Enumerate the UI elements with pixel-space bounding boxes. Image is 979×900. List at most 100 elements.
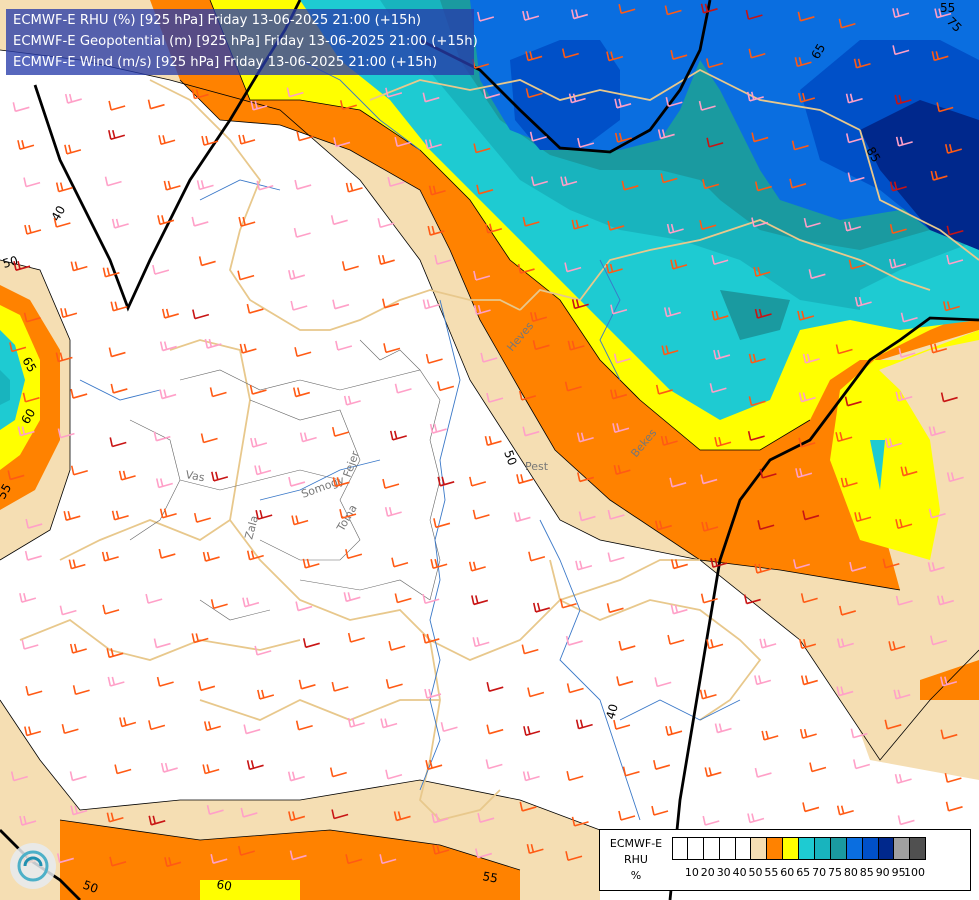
wind-barb bbox=[854, 512, 872, 523]
wind-barb bbox=[567, 340, 585, 351]
wind-barb bbox=[254, 645, 272, 656]
wind-barb bbox=[845, 133, 863, 144]
wind-barb bbox=[425, 353, 443, 364]
wind-barb bbox=[63, 511, 81, 521]
wind-barb bbox=[21, 639, 39, 650]
legend-swatch bbox=[846, 837, 863, 860]
wind-barb bbox=[286, 87, 304, 98]
wind-barb bbox=[936, 595, 954, 606]
legend-tick-label: 65 bbox=[796, 866, 811, 879]
legend-swatch bbox=[751, 837, 768, 860]
wind-barb bbox=[69, 771, 87, 782]
wind-barb bbox=[389, 430, 407, 441]
wind-barb bbox=[377, 255, 395, 265]
wind-barb bbox=[331, 681, 349, 692]
wind-barb bbox=[70, 261, 88, 272]
legend-swatch bbox=[815, 837, 831, 860]
wind-barb bbox=[242, 597, 260, 608]
wind-barb bbox=[329, 767, 347, 778]
wind-barb bbox=[927, 562, 945, 573]
wind-barb bbox=[519, 801, 537, 812]
wind-barb bbox=[153, 431, 171, 442]
wind-barb bbox=[196, 180, 214, 191]
wind-barb bbox=[525, 88, 543, 99]
wind-barb bbox=[577, 137, 595, 148]
wind-barb bbox=[802, 353, 820, 364]
wind-barb bbox=[940, 729, 958, 740]
contour-label: 40 bbox=[603, 702, 620, 720]
wind-barb bbox=[667, 634, 685, 645]
wind-barb bbox=[106, 812, 124, 823]
contour-label: 50 bbox=[81, 878, 100, 896]
legend-tick-label: 10 bbox=[684, 866, 699, 879]
wind-barb bbox=[111, 218, 129, 229]
wind-barb bbox=[610, 304, 628, 315]
wind-barb bbox=[754, 308, 772, 319]
wind-barb bbox=[69, 643, 87, 654]
wind-barb bbox=[655, 384, 673, 395]
contour-label: 65 bbox=[808, 41, 828, 61]
wind-barb bbox=[10, 771, 28, 782]
wind-barb bbox=[294, 179, 312, 190]
legend-tick-label: 60 bbox=[780, 866, 795, 879]
wind-barb bbox=[798, 437, 816, 448]
place-label-fejer: Fejer bbox=[341, 449, 363, 479]
wind-barb bbox=[485, 759, 503, 770]
wind-barb bbox=[111, 510, 129, 521]
wind-barb bbox=[347, 717, 365, 728]
wind-barb bbox=[934, 8, 952, 19]
wind-barb bbox=[422, 633, 440, 644]
legend-variable: RHU bbox=[624, 853, 648, 866]
wind-barb bbox=[711, 255, 729, 266]
wind-barb bbox=[614, 132, 632, 143]
wind-barb bbox=[156, 676, 174, 687]
legend-swatch bbox=[862, 837, 879, 860]
wind-barb bbox=[191, 89, 209, 100]
wind-barb bbox=[152, 264, 170, 275]
wind-barb bbox=[394, 383, 412, 394]
wind-barb bbox=[700, 474, 718, 485]
wind-barb bbox=[385, 87, 403, 98]
wind-barb bbox=[892, 8, 910, 19]
wind-barb bbox=[799, 728, 817, 739]
wind-barb bbox=[714, 437, 732, 447]
wind-barb bbox=[109, 437, 127, 448]
wind-barb bbox=[838, 18, 856, 29]
wind-barb bbox=[808, 269, 826, 280]
wind-barb bbox=[889, 181, 907, 192]
place-label-zala: Zala bbox=[242, 514, 261, 541]
wind-barb bbox=[332, 477, 350, 488]
wind-barb bbox=[714, 723, 732, 734]
wind-barb bbox=[513, 512, 531, 523]
wind-barb bbox=[578, 511, 596, 522]
wind-barb bbox=[651, 805, 669, 816]
wind-barb bbox=[559, 598, 577, 609]
wind-barb bbox=[838, 605, 856, 616]
wind-barb bbox=[699, 689, 717, 700]
wind-barb bbox=[25, 518, 43, 529]
wind-barb bbox=[797, 11, 815, 22]
wind-barb bbox=[606, 603, 624, 614]
wind-barb bbox=[613, 719, 631, 730]
wind-barb bbox=[480, 352, 498, 363]
legend-tick-label: 80 bbox=[843, 866, 858, 879]
wind-barb bbox=[575, 560, 593, 571]
wind-barb bbox=[238, 845, 256, 856]
wind-barb bbox=[894, 94, 912, 105]
wind-barb bbox=[343, 592, 361, 603]
wind-barb bbox=[102, 604, 120, 615]
wind-barb bbox=[854, 296, 872, 307]
wind-barb bbox=[665, 726, 683, 736]
wind-barb bbox=[55, 352, 73, 363]
legend-swatch bbox=[830, 837, 847, 860]
wind-barb bbox=[797, 310, 815, 321]
wind-barb bbox=[791, 140, 809, 151]
wind-barb bbox=[341, 261, 359, 272]
wind-barb bbox=[713, 349, 731, 360]
rhu-legend: ECMWF-E RHU % 10 20 30 40 50 55 60 65 70 75 80 85 90… bbox=[599, 829, 971, 891]
legend-swatch bbox=[910, 837, 927, 860]
wind-barb bbox=[302, 558, 320, 569]
wind-barb bbox=[250, 437, 268, 448]
wind-barb bbox=[429, 423, 447, 434]
legend-swatch bbox=[687, 837, 704, 860]
